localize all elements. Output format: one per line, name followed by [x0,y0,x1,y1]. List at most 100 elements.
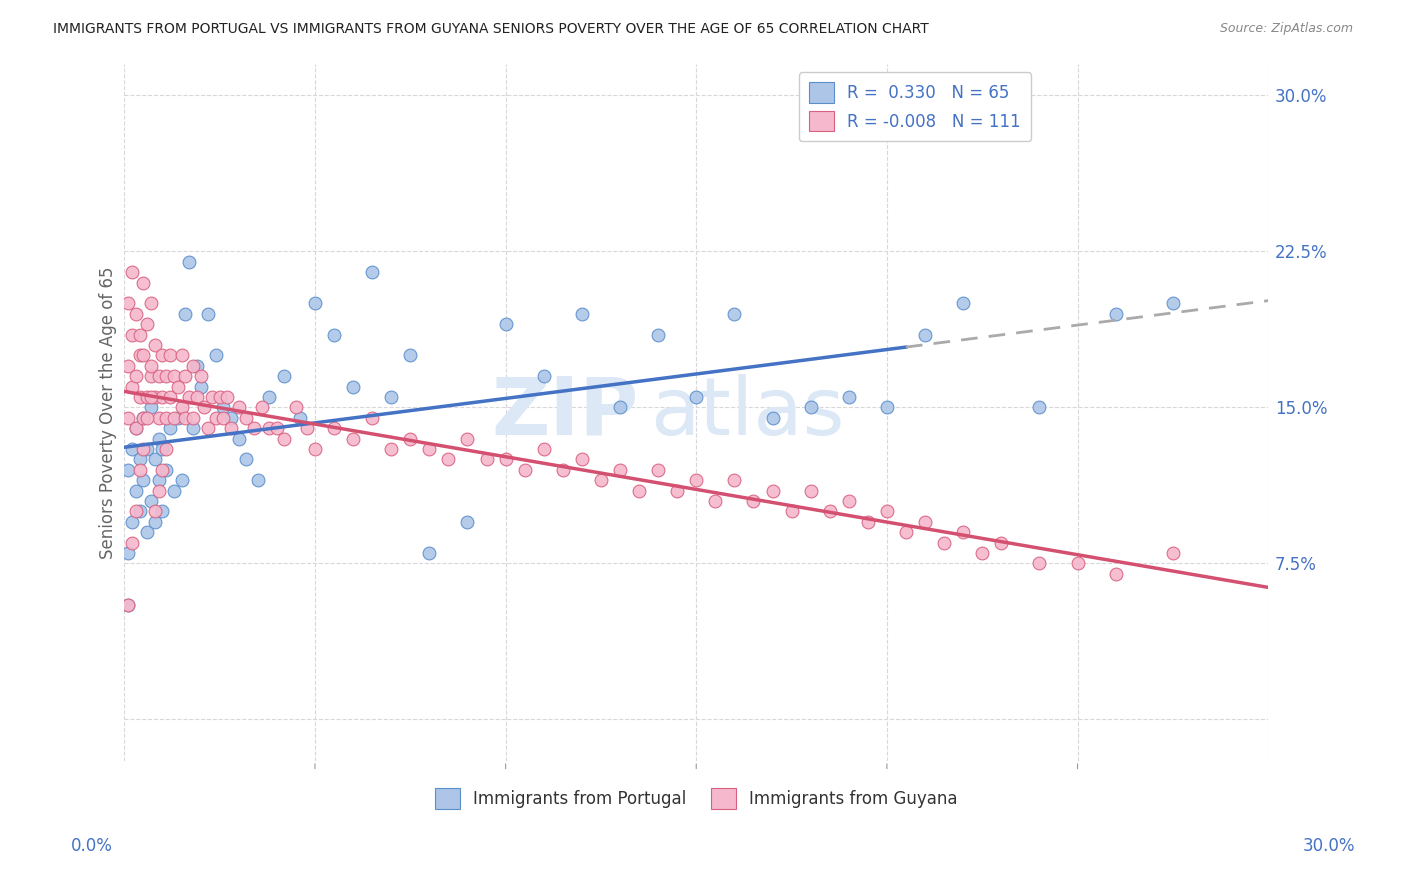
Point [235,410,257,425]
Point [399,348,422,362]
Point [914,327,936,342]
Point [201,390,224,404]
Point [1028,401,1050,415]
Point [181,421,204,435]
Point [1066,557,1088,571]
Point [212,401,235,415]
Point [117,463,139,477]
Point [136,317,159,331]
Point [174,410,197,425]
Point [155,410,177,425]
Point [132,276,155,290]
Point [361,265,384,279]
Point [128,504,150,518]
Point [273,432,295,446]
Point [380,390,402,404]
Point [139,390,162,404]
Point [266,421,288,435]
Point [1104,566,1126,581]
Point [723,307,745,321]
Point [128,348,150,362]
Point [685,473,707,487]
Point [628,483,651,498]
Point [193,401,215,415]
Point [342,432,364,446]
Point [136,525,159,540]
Point [170,473,193,487]
Point [288,410,311,425]
Point [257,421,280,435]
Point [148,432,170,446]
Point [125,504,148,518]
Point [800,483,823,498]
Text: 30.0%: 30.0% [1302,837,1355,855]
Point [179,390,201,404]
Point [495,452,517,467]
Point [243,421,266,435]
Point [132,410,155,425]
Point [174,369,197,384]
Point [128,463,150,477]
Point [800,401,823,415]
Point [128,390,150,404]
Point [117,546,139,560]
Point [159,390,181,404]
Legend: Immigrants from Portugal, Immigrants from Guyana: Immigrants from Portugal, Immigrants fro… [427,781,965,815]
Point [148,473,170,487]
Point [990,535,1012,549]
Point [780,504,803,518]
Point [856,515,879,529]
Text: ZIP: ZIP [492,374,640,451]
Point [208,390,231,404]
Point [170,401,193,415]
Point [742,494,765,508]
Point [117,598,139,612]
Point [361,410,384,425]
Point [761,410,783,425]
Point [152,390,174,404]
Point [143,338,166,352]
Point [139,296,162,310]
Point [125,483,148,498]
Point [205,410,228,425]
Point [143,515,166,529]
Point [139,369,162,384]
Point [143,452,166,467]
Point [818,504,841,518]
Point [132,410,155,425]
Point [235,452,257,467]
Point [533,442,555,456]
Point [186,359,208,373]
Point [456,515,478,529]
Point [148,410,170,425]
Point [304,442,326,456]
Point [152,442,174,456]
Point [914,515,936,529]
Point [212,410,235,425]
Point [876,401,898,415]
Point [197,421,219,435]
Point [217,390,239,404]
Point [121,379,143,393]
Point [181,410,204,425]
Point [121,265,143,279]
Point [932,535,955,549]
Point [1028,557,1050,571]
Point [513,463,536,477]
Point [228,401,250,415]
Point [117,598,139,612]
Text: Source: ZipAtlas.com: Source: ZipAtlas.com [1219,22,1353,36]
Point [1161,546,1184,560]
Point [685,390,707,404]
Point [148,483,170,498]
Point [152,463,174,477]
Point [143,390,166,404]
Point [666,483,689,498]
Point [163,369,186,384]
Point [125,421,148,435]
Point [323,421,346,435]
Point [152,504,174,518]
Point [437,452,460,467]
Point [179,254,201,268]
Y-axis label: Seniors Poverty Over the Age of 65: Seniors Poverty Over the Age of 65 [100,267,117,558]
